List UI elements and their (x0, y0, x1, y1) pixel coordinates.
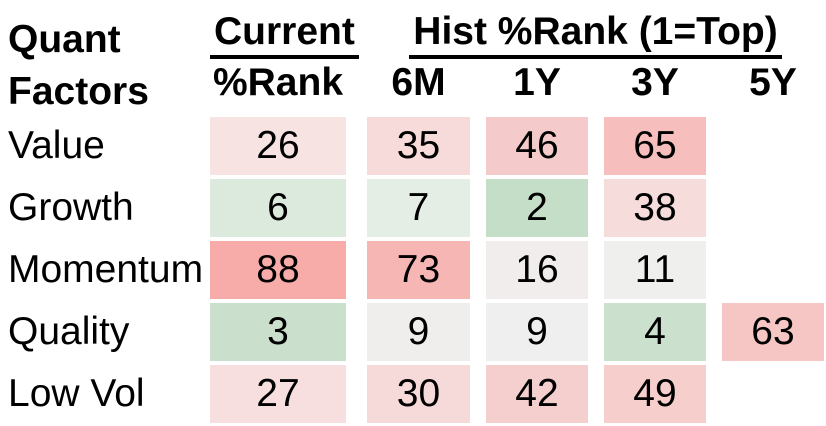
current-group-header: Current (210, 10, 359, 59)
row-label-momentum: Momentum (8, 248, 204, 291)
rank-cell-growth-3y: 38 (604, 179, 706, 237)
rank-cell-growth-1y: 2 (486, 179, 588, 237)
rank-cell-quality-1y: 9 (486, 303, 588, 361)
column-header-3y: 3Y (631, 61, 679, 104)
rank-cell-momentum-1y: 16 (486, 241, 588, 299)
rank-cell-low-vol-1y: 42 (486, 365, 588, 423)
rank-cell-momentum-6m: 73 (367, 241, 470, 299)
rank-cell-low-vol-current-rank: 27 (210, 365, 346, 423)
column-header-current-rank: %Rank (212, 61, 344, 104)
row-label-value: Value (8, 124, 105, 167)
corner-title-line-1: Quant (8, 18, 121, 61)
rank-cell-value-6m: 35 (367, 117, 470, 175)
rank-cell-quality-5y: 63 (722, 303, 824, 361)
rank-cell-quality-3y: 4 (604, 303, 706, 361)
row-label-growth: Growth (8, 186, 134, 229)
corner-title-line-2: Factors (8, 70, 149, 113)
corner-title: Quant Factors (8, 14, 208, 118)
rank-cell-growth-6m: 7 (367, 179, 470, 237)
current-group-header-label: Current (210, 12, 359, 59)
column-header-5y: 5Y (749, 61, 797, 104)
rank-cell-low-vol-6m: 30 (367, 365, 470, 423)
rank-cell-quality-current-rank: 3 (210, 303, 346, 361)
row-label-quality: Quality (8, 310, 130, 353)
rank-cell-value-1y: 46 (486, 117, 588, 175)
row-label-low-vol: Low Vol (8, 372, 145, 415)
rank-cell-momentum-current-rank: 88 (210, 241, 346, 299)
rank-cell-momentum-3y: 11 (604, 241, 706, 299)
rank-cell-value-3y: 65 (604, 117, 706, 175)
hist-group-header-label: Hist %Rank (1=Top) (409, 12, 782, 59)
column-header-6m: 6M (391, 61, 446, 104)
rank-cell-quality-6m: 9 (367, 303, 470, 361)
rank-cell-low-vol-3y: 49 (604, 365, 706, 423)
hist-group-header: Hist %Rank (1=Top) (367, 10, 824, 59)
rank-cell-value-current-rank: 26 (210, 117, 346, 175)
rank-cell-growth-current-rank: 6 (210, 179, 346, 237)
column-header-1y: 1Y (513, 61, 561, 104)
